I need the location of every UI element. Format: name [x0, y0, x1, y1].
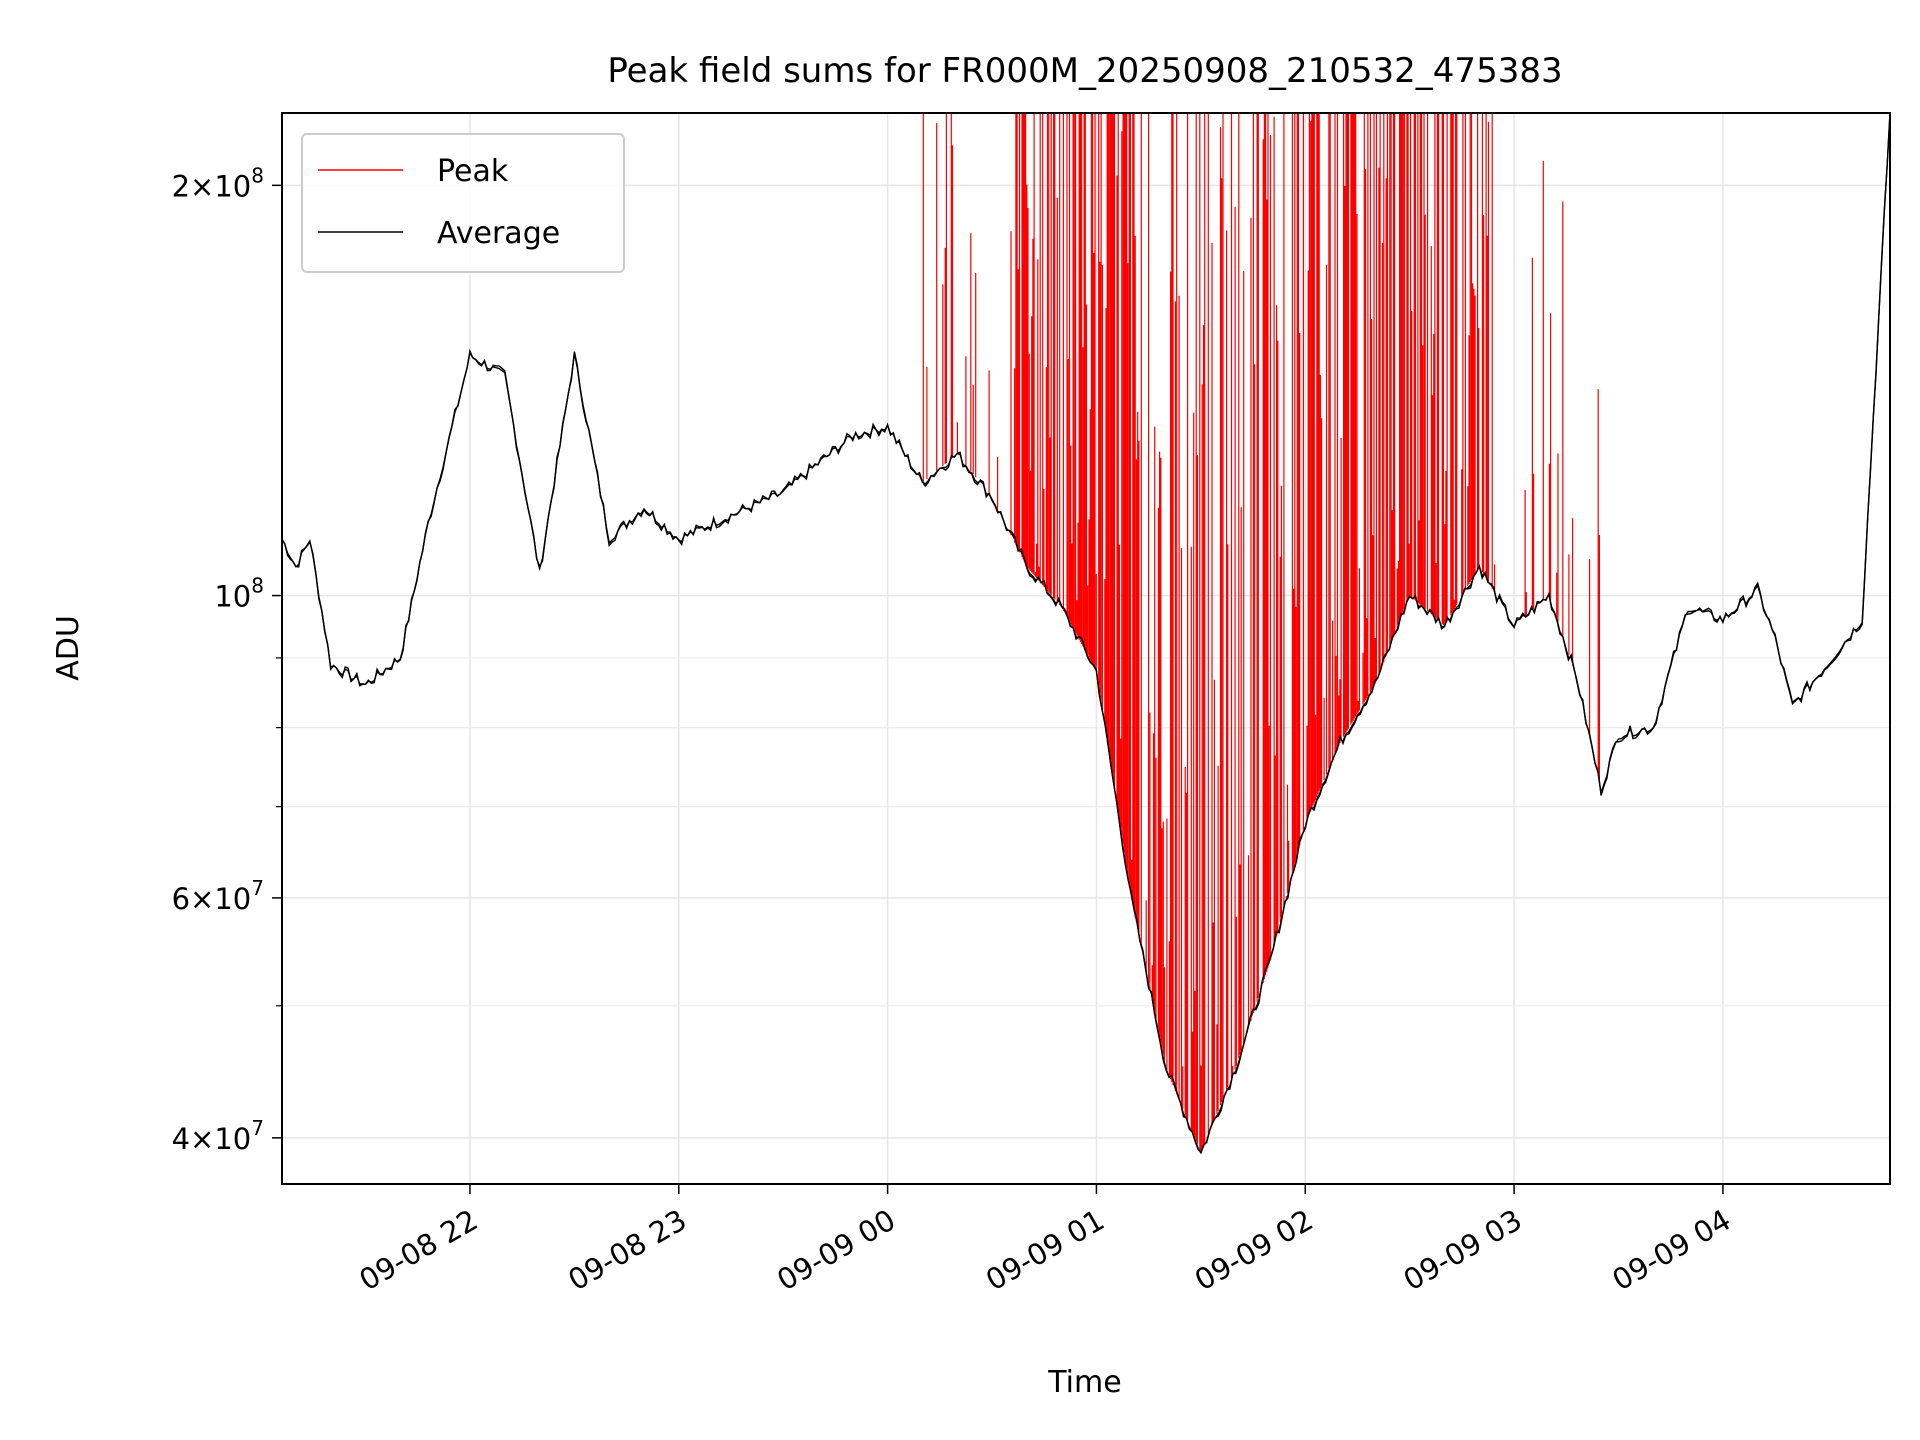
plot-frame [281, 112, 1891, 1185]
y-tick-label: 4×107 [172, 1116, 264, 1156]
y-tick-label: 6×107 [172, 876, 264, 916]
y-axis-label: ADU [51, 615, 86, 681]
y-axis: 4×107 6×107 108 2×108 [172, 163, 282, 1156]
average-line [281, 112, 1891, 1154]
legend-average-label: Average [437, 216, 560, 251]
legend-peak-label: Peak [437, 154, 509, 189]
chart-title: Peak field sums for FR000M_20250908_2105… [607, 51, 1562, 91]
y-tick-label: 108 [214, 574, 264, 614]
y-tick-label: 2×108 [172, 163, 264, 203]
x-axis-label: Time [1047, 1365, 1121, 1400]
average-series [281, 112, 1891, 1154]
legend: Peak Average [301, 133, 625, 273]
legend-box [301, 133, 625, 273]
peak-spikes [922, 113, 1600, 1153]
